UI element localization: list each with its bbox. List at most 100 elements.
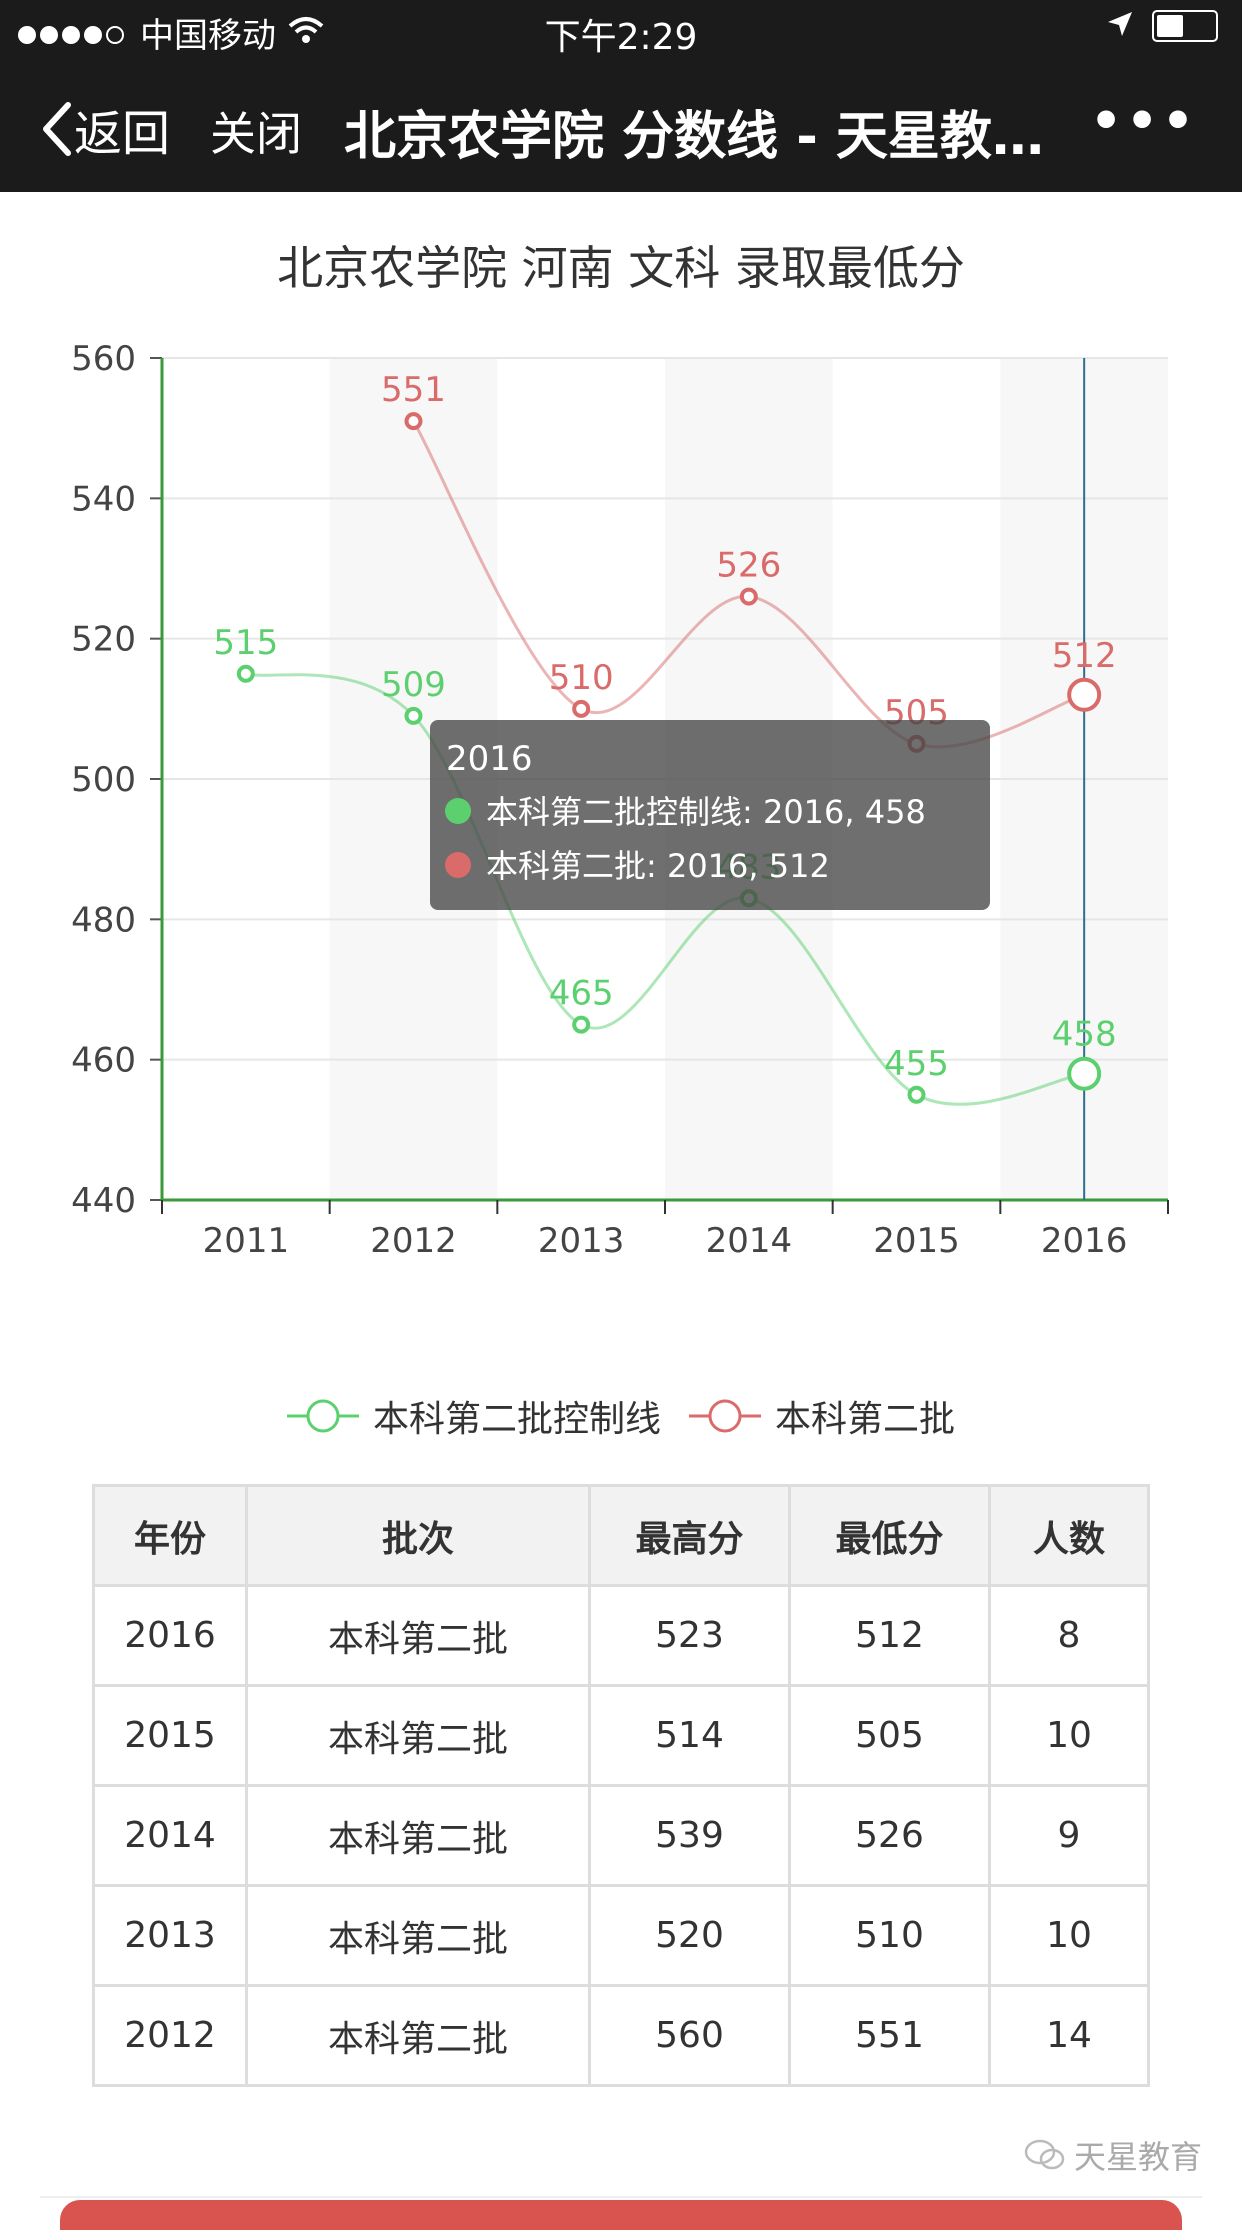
data-point xyxy=(739,587,758,606)
cell-max: 520 xyxy=(588,1884,791,1987)
chart-legend: 本科第二批控制线 本科第二批 xyxy=(0,1390,1242,1442)
table-header-row: 年份 批次 最高分 最低分 人数 xyxy=(92,1484,1150,1587)
battery-icon xyxy=(1152,10,1218,42)
cell-batch: 本科第二批 xyxy=(245,1884,591,1987)
back-button[interactable]: 返回 xyxy=(40,94,170,164)
watermark-text: 天星教育 xyxy=(1073,2138,1202,2176)
y-tick-label: 560 xyxy=(71,339,136,379)
status-bar: 中国移动 下午2:29 xyxy=(0,0,1242,64)
cell-count: 10 xyxy=(988,1684,1150,1787)
cell-min: 505 xyxy=(788,1684,991,1787)
cell-year: 2014 xyxy=(92,1784,248,1887)
cell-year: 2013 xyxy=(92,1884,248,1987)
tooltip-dot xyxy=(445,798,471,824)
data-label: 455 xyxy=(884,1044,949,1084)
cell-max: 560 xyxy=(588,1984,791,2087)
data-label: 509 xyxy=(381,665,446,705)
cell-year: 2016 xyxy=(92,1584,248,1687)
nav-bar: 返回 关闭 北京农学院 分数线 - 天星教… ••• xyxy=(0,64,1242,192)
x-tick-label: 2013 xyxy=(538,1221,625,1261)
cell-count: 14 xyxy=(988,1984,1150,2087)
x-tick-label: 2012 xyxy=(370,1221,457,1261)
data-point xyxy=(404,412,423,431)
table-row: 2014 本科第二批 539 526 9 xyxy=(92,1784,1150,1887)
legend-item-batch[interactable]: 本科第二批 xyxy=(689,1390,955,1442)
data-point xyxy=(1067,1056,1102,1091)
cell-min: 512 xyxy=(788,1584,991,1687)
x-tick-label: 2014 xyxy=(706,1221,793,1261)
y-tick-label: 520 xyxy=(71,620,136,660)
cell-min: 510 xyxy=(788,1884,991,1987)
cell-count: 9 xyxy=(988,1784,1150,1887)
legend-green-circle-icon xyxy=(286,1399,359,1433)
cell-batch: 本科第二批 xyxy=(245,1784,591,1887)
wechat-icon xyxy=(1024,2139,1065,2170)
data-label: 465 xyxy=(549,974,614,1014)
header-count: 人数 xyxy=(988,1484,1150,1587)
y-tick-label: 480 xyxy=(71,900,136,940)
divider xyxy=(40,2196,1202,2198)
cell-year: 2015 xyxy=(92,1684,248,1787)
data-label: 510 xyxy=(549,658,614,698)
y-tick-label: 540 xyxy=(71,479,136,519)
data-point xyxy=(572,699,591,718)
legend-label: 本科第二批控制线 xyxy=(372,1399,661,1440)
data-label: 458 xyxy=(1052,1015,1117,1055)
legend-item-control-line[interactable]: 本科第二批控制线 xyxy=(286,1390,661,1442)
line-chart: 440 460 480 500 520 540 560 2011 2012 2013 2014 201… xyxy=(71,339,1169,1261)
status-right xyxy=(1106,10,1218,42)
data-label: 551 xyxy=(381,370,446,410)
table-row: 2016 本科第二批 523 512 8 xyxy=(92,1584,1150,1687)
header-year: 年份 xyxy=(92,1484,248,1587)
cell-count: 10 xyxy=(988,1884,1150,1987)
page-title: 北京农学院 分数线 - 天星教… xyxy=(344,107,1044,167)
data-point xyxy=(1067,677,1102,712)
cell-batch: 本科第二批 xyxy=(245,1584,591,1687)
tooltip-dot xyxy=(445,852,471,878)
cell-max: 523 xyxy=(588,1584,791,1687)
tooltip-line: 本科第二批: 2016, 512 xyxy=(486,847,830,885)
score-table: 年份 批次 最高分 最低分 人数 2016 本科第二批 523 512 8 20… xyxy=(92,1484,1150,2087)
y-tick-label: 440 xyxy=(71,1181,136,1221)
cell-max: 514 xyxy=(588,1684,791,1787)
cell-min: 551 xyxy=(788,1984,991,2087)
x-tick-label: 2011 xyxy=(203,1221,290,1261)
chart-title: 北京农学院 河南 文科 录取最低分 xyxy=(277,241,965,295)
y-tick-label: 500 xyxy=(71,760,136,800)
y-tick-label: 460 xyxy=(71,1041,136,1081)
signal-icon xyxy=(18,13,128,53)
status-time: 下午2:29 xyxy=(544,17,698,58)
cell-min: 526 xyxy=(788,1784,991,1887)
back-label: 返回 xyxy=(74,106,171,162)
carrier-label: 中国移动 xyxy=(140,16,276,56)
cell-batch: 本科第二批 xyxy=(245,1684,591,1787)
table-row: 2012 本科第二批 560 551 14 xyxy=(92,1984,1150,2087)
header-min-score: 最低分 xyxy=(788,1484,991,1587)
data-point xyxy=(236,664,255,683)
header-max-score: 最高分 xyxy=(588,1484,791,1587)
header-batch: 批次 xyxy=(245,1484,591,1587)
table-row: 2013 本科第二批 520 510 10 xyxy=(92,1884,1150,1987)
data-point xyxy=(907,1085,926,1104)
x-tick-label: 2015 xyxy=(873,1221,960,1261)
bottom-action-bar[interactable] xyxy=(60,2200,1182,2230)
status-left: 中国移动 xyxy=(18,8,324,57)
cell-max: 539 xyxy=(588,1784,791,1887)
location-arrow-icon xyxy=(1106,10,1134,42)
data-label: 515 xyxy=(213,623,278,663)
watermark: 天星教育 xyxy=(1024,2132,1202,2178)
cell-count: 8 xyxy=(988,1584,1150,1687)
close-button[interactable]: 关闭 xyxy=(210,107,302,161)
data-label: 526 xyxy=(716,546,781,586)
data-point xyxy=(404,706,423,725)
legend-red-circle-icon xyxy=(689,1399,761,1433)
table-row: 2015 本科第二批 514 505 10 xyxy=(92,1684,1150,1787)
more-menu-button[interactable]: ••• xyxy=(1090,92,1198,150)
cell-batch: 本科第二批 xyxy=(245,1984,591,2087)
legend-label: 本科第二批 xyxy=(775,1399,956,1440)
cell-year: 2012 xyxy=(92,1984,248,2087)
tooltip-box xyxy=(430,720,990,910)
tooltip-title: 2016 xyxy=(446,739,533,779)
chevron-left-icon xyxy=(43,102,71,156)
data-label: 512 xyxy=(1052,636,1117,676)
